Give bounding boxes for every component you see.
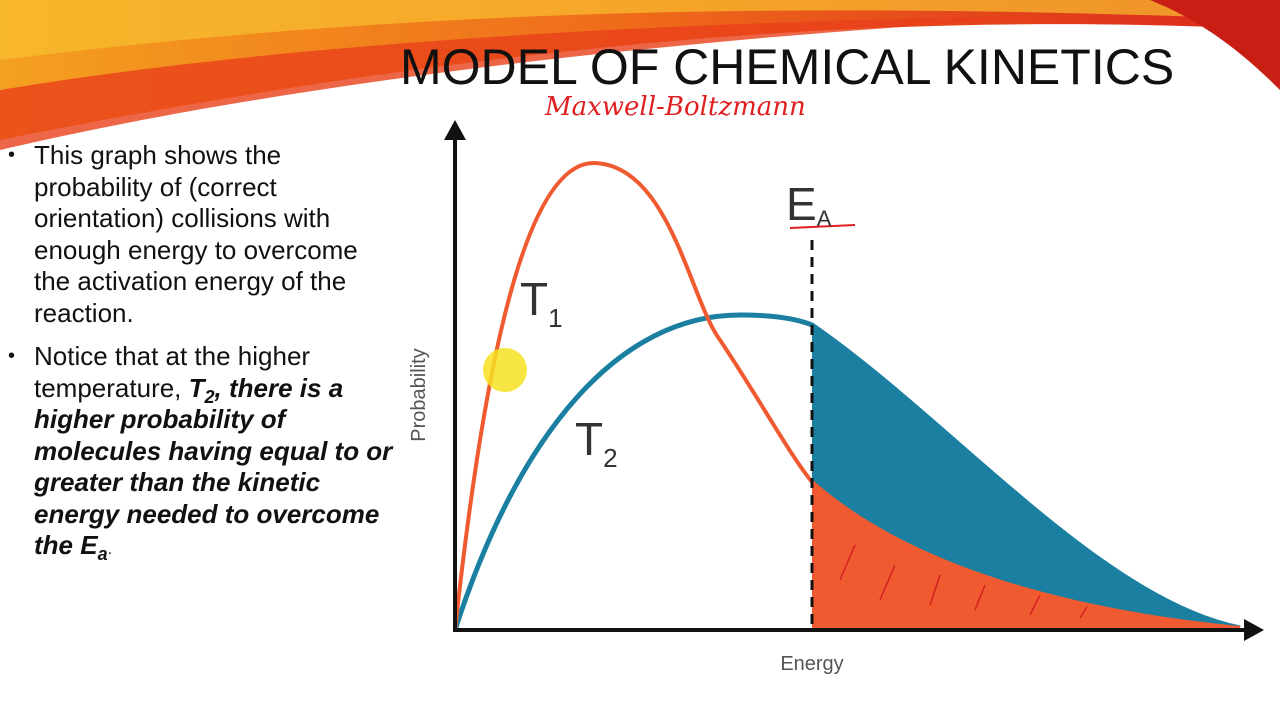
bullet-emphasis: , there is a higher probability of molec… [34, 372, 393, 561]
y-axis-label: Probability [408, 348, 430, 441]
curve-label-main: T [575, 413, 603, 465]
threshold-label-sub: A [817, 206, 832, 231]
cursor-highlight [483, 348, 527, 392]
bullet-subscript: a [97, 544, 108, 565]
slide-title: MODEL OF CHEMICAL KINETICS [400, 39, 1175, 95]
x-arrow [1244, 619, 1264, 641]
decor-swoosh [0, 0, 1280, 60]
annotation-underline [789, 224, 856, 229]
bullet-text: This graph shows the probability of (cor… [34, 140, 358, 328]
decor-swoosh [1150, 0, 1280, 90]
bullet-text: . [107, 541, 113, 558]
bullet-text: Notice that at the higher temperature, [34, 341, 311, 403]
bullet: Notice that at the higher temperature, T… [8, 341, 393, 566]
curve-label: T2 [575, 413, 618, 473]
hatch [974, 584, 986, 611]
decor-swoosh [0, 15, 1100, 150]
x-axis-label: Energy [780, 653, 843, 675]
threshold-label-main: E [786, 178, 817, 230]
bullet: This graph shows the probability of (cor… [8, 140, 393, 329]
curve-t2 [452, 312, 1241, 631]
curve-label-main: T [520, 273, 548, 325]
handwritten-annotation: Maxwell-Boltzmann [544, 92, 806, 122]
shaded-region-t1 [812, 482, 1240, 630]
hatch [1029, 594, 1041, 616]
y-arrow [444, 120, 466, 140]
hatch [929, 574, 941, 606]
hatch [1079, 604, 1089, 619]
hatch [839, 544, 856, 581]
bullet-subscript: 2 [204, 386, 215, 407]
hatching [839, 544, 1089, 619]
decor-swoosh [0, 0, 1280, 140]
hatch [879, 564, 896, 601]
curve-t1 [453, 160, 1241, 631]
curve-label: T1 [520, 273, 563, 333]
curve-label-sub: 1 [548, 303, 562, 333]
curve-label-sub: 2 [603, 443, 617, 473]
bullet-list: This graph shows the probability of (cor… [8, 140, 393, 578]
bullet-emphasis: T [188, 372, 205, 403]
threshold-label: EA [786, 178, 832, 231]
shaded-region-t2 [812, 325, 1240, 628]
